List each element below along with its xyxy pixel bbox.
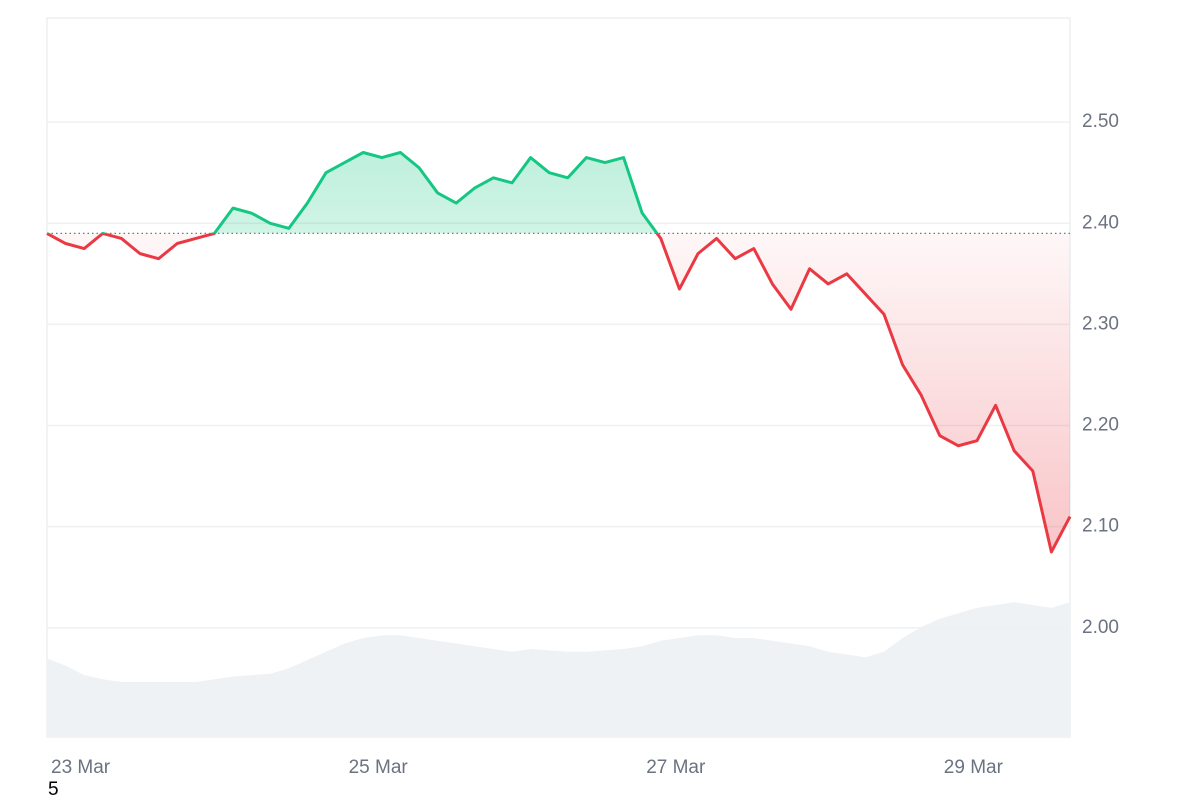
x-tick-label: 23 Mar xyxy=(51,757,111,778)
x-tick-label: 27 Mar xyxy=(646,757,706,778)
volume-area xyxy=(47,602,1070,737)
y-tick-label: 2.40 xyxy=(1082,212,1119,233)
y-tick-label: 2.20 xyxy=(1082,415,1119,436)
y-tick-label: 2.00 xyxy=(1082,617,1119,638)
y-tick-label: 2.10 xyxy=(1082,516,1119,537)
x-tick-label: 25 Mar xyxy=(349,757,409,778)
price-area xyxy=(47,152,1070,552)
price-line xyxy=(46,150,1072,554)
y-tick-label: 2.30 xyxy=(1082,313,1119,334)
x-tick-label: 29 Mar xyxy=(944,757,1004,778)
footnote: 5 xyxy=(48,779,59,800)
y-tick-label: 2.50 xyxy=(1082,111,1119,132)
